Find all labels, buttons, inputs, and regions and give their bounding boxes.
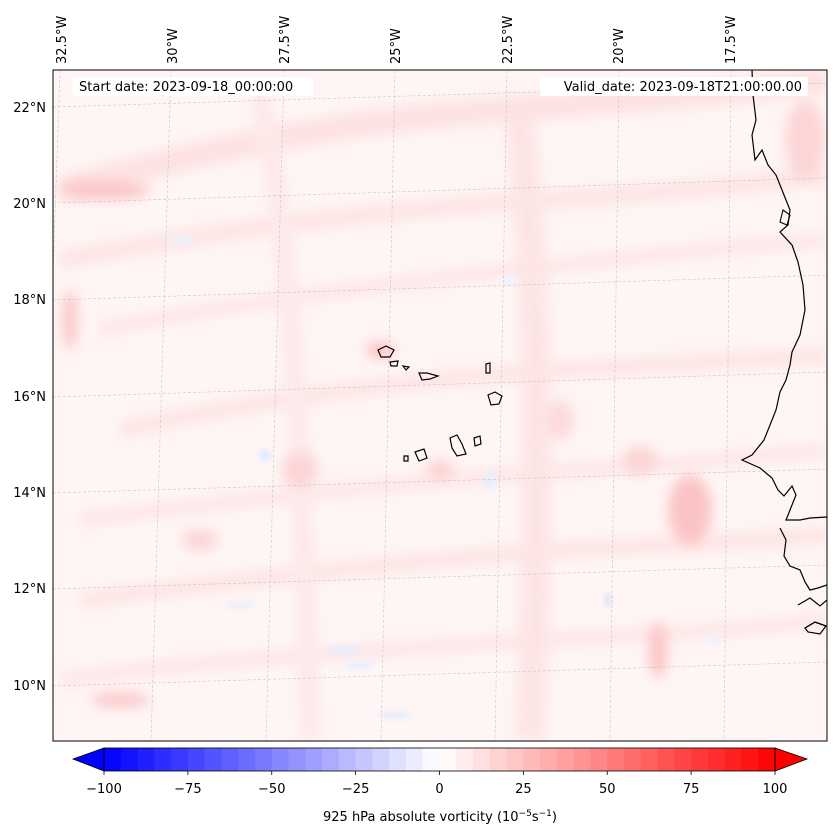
map-frame: [52, 69, 828, 742]
colorbar-cell: [540, 748, 558, 771]
colorbar-cell: [154, 748, 172, 771]
valid-date-label: Valid_date: 2023-09-18T21:00:00.00: [564, 80, 802, 95]
colorbar-cell: [758, 748, 776, 771]
colorbar-cell: [187, 748, 206, 771]
colorbar-cell: [120, 748, 139, 771]
colorbar-cell: [707, 748, 726, 771]
colorbar-cell: [473, 748, 491, 771]
lon-label-22-5w: 22.5°W: [501, 16, 516, 64]
lat-label-14n: 14°N: [13, 486, 46, 501]
colorbar-cell: [204, 748, 223, 771]
colorbar-cell: [741, 748, 759, 771]
lat-label-10n: 10°N: [13, 679, 46, 694]
colorbar-tick-label: −50: [258, 782, 285, 797]
colorbar-cell: [238, 748, 256, 771]
lat-label-22n: 22°N: [13, 101, 46, 116]
colorbar-cell: [221, 748, 239, 771]
colorbar-tick-label: 100: [763, 782, 788, 797]
latitude-labels: 22°N 20°N 18°N 16°N 14°N 12°N 10°N: [13, 101, 46, 694]
map-panel: Start date: 2023-09-18_00:00:00 Valid_da…: [13, 16, 828, 742]
colorbar-cell: [489, 748, 508, 771]
colorbar: −100 −75 −50 −25 0 25 50 75 100 925 hPa absolute…: [71, 747, 809, 825]
colorbar-cell: [405, 748, 424, 771]
colorbar-max-extend-arrow: [774, 747, 809, 772]
colorbar-label: 925 hPa absolute vorticity (10−5s−1): [323, 809, 557, 825]
colorbar-cell: [171, 748, 189, 771]
lon-label-32-5w: 32.5°W: [55, 16, 70, 64]
coastline-path: [740, 70, 827, 629]
start-date-box: [73, 77, 313, 96]
colorbar-cell: [254, 748, 273, 771]
colorbar-tick-label: 0: [435, 782, 443, 797]
lon-label-27-5w: 27.5°W: [278, 16, 293, 64]
colorbar-cell: [691, 748, 709, 771]
lon-label-30w: 30°W: [166, 28, 181, 64]
valid-date-box: [540, 77, 808, 96]
lat-label-16n: 16°N: [13, 390, 46, 405]
colorbar-cell: [137, 748, 155, 771]
colorbar-cell: [506, 748, 524, 771]
lat-label-18n: 18°N: [13, 293, 46, 308]
colorbar-min-extend-arrow: [71, 747, 105, 772]
colorbar-cell: [372, 748, 390, 771]
colorbar-cell: [271, 748, 290, 771]
colorbar-cell: [523, 748, 541, 771]
longitude-labels: 32.5°W 30°W 27.5°W 25°W 22.5°W 20°W 17.5…: [55, 16, 739, 64]
colorbar-cell: [556, 748, 575, 771]
colorbar-cell: [674, 748, 692, 771]
colorbar-cell: [624, 748, 642, 771]
colorbar-cell: [573, 748, 592, 771]
colorbar-cell: [338, 748, 357, 771]
colorbar-tick-label: 75: [683, 782, 700, 797]
colorbar-cells: [104, 748, 776, 771]
colorbar-cell: [590, 748, 608, 771]
colorbar-cell: [389, 748, 407, 771]
vorticity-field: [53, 70, 827, 741]
colorbar-cell: [657, 748, 675, 771]
lat-label-20n: 20°N: [13, 197, 46, 212]
colorbar-cell: [607, 748, 625, 771]
cape-verde-islands: [377, 345, 503, 462]
colorbar-cell: [288, 748, 306, 771]
colorbar-cell: [104, 748, 122, 771]
colorbar-tick-label: −25: [342, 782, 369, 797]
colorbar-cell: [724, 748, 743, 771]
colorbar-tick-label: 25: [515, 782, 532, 797]
lon-label-25w: 25°W: [389, 28, 404, 64]
colorbar-cell: [355, 748, 374, 771]
colorbar-cell: [456, 748, 474, 771]
colorbar-ticks: −100 −75 −50 −25 0 25 50 75 100: [86, 771, 787, 797]
start-date-label: Start date: 2023-09-18_00:00:00: [79, 80, 293, 95]
colorbar-cell: [422, 748, 441, 771]
colorbar-tick-label: −100: [86, 782, 122, 797]
lon-label-17-5w: 17.5°W: [724, 16, 739, 64]
lat-label-12n: 12°N: [13, 582, 46, 597]
colorbar-cell: [640, 748, 659, 771]
colorbar-cell: [439, 748, 457, 771]
colorbar-tick-label: −75: [174, 782, 201, 797]
colorbar-cell: [322, 748, 340, 771]
colorbar-tick-label: 50: [599, 782, 616, 797]
lon-label-20w: 20°W: [612, 28, 627, 64]
colorbar-cell: [305, 748, 323, 771]
